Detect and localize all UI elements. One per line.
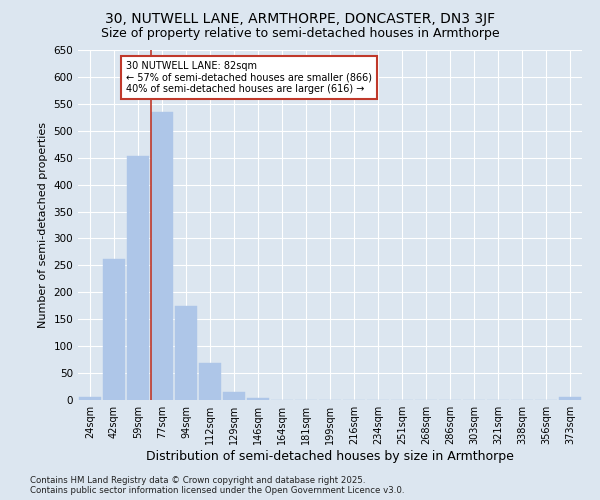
Bar (79, 398, 101, 400)
Text: 30 NUTWELL LANE: 82sqm
← 57% of semi-detached houses are smaller (866)
40% of se: 30 NUTWELL LANE: 82sqm ← 57% of semi-det… (126, 61, 372, 94)
Bar (247, 398, 269, 400)
Bar (559, 398, 581, 400)
Text: 30, NUTWELL LANE, ARMTHORPE, DONCASTER, DN3 3JF: 30, NUTWELL LANE, ARMTHORPE, DONCASTER, … (105, 12, 495, 26)
Bar (223, 392, 245, 400)
Y-axis label: Number of semi-detached properties: Number of semi-detached properties (38, 122, 48, 328)
Bar (127, 156, 149, 400)
Bar (103, 259, 125, 400)
Bar (151, 112, 173, 400)
Text: Contains HM Land Registry data © Crown copyright and database right 2025.
Contai: Contains HM Land Registry data © Crown c… (30, 476, 404, 495)
Bar (175, 306, 197, 400)
Bar (199, 364, 221, 400)
X-axis label: Distribution of semi-detached houses by size in Armthorpe: Distribution of semi-detached houses by … (146, 450, 514, 463)
Text: Size of property relative to semi-detached houses in Armthorpe: Size of property relative to semi-detach… (101, 28, 499, 40)
